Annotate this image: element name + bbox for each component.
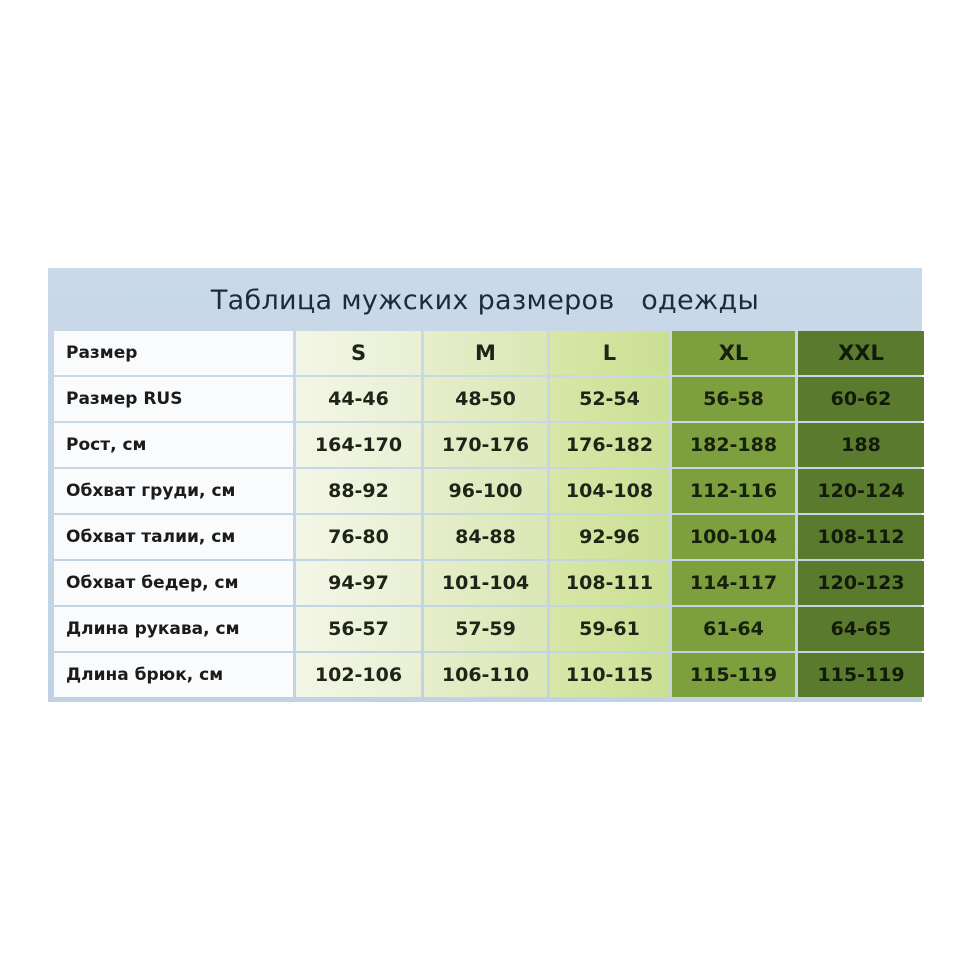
table-cell: 60-62 (798, 377, 924, 421)
row-label: Рост, см (54, 423, 293, 467)
table-cell: 115-119 (798, 653, 924, 697)
row-label: Обхват бедер, см (54, 561, 293, 605)
table-cell: 120-124 (798, 469, 924, 513)
table-cell: 176-182 (550, 423, 669, 467)
header-label: Размер (54, 331, 293, 375)
size-header: S (296, 331, 421, 375)
size-header: L (550, 331, 669, 375)
table-cell: 56-58 (672, 377, 795, 421)
size-table: Размер S M L XL XXL Размер RUS 44-46 48-50 52-54 5… (54, 331, 924, 697)
table-cell: 57-59 (424, 607, 547, 651)
table-cell: 170-176 (424, 423, 547, 467)
table-cell: 84-88 (424, 515, 547, 559)
table-cell: 110-115 (550, 653, 669, 697)
table-cell: 102-106 (296, 653, 421, 697)
table-cell: 115-119 (672, 653, 795, 697)
table-cell: 164-170 (296, 423, 421, 467)
table-cell: 59-61 (550, 607, 669, 651)
table-cell: 94-97 (296, 561, 421, 605)
size-header: XXL (798, 331, 924, 375)
table-cell: 48-50 (424, 377, 547, 421)
table-cell: 61-64 (672, 607, 795, 651)
row-label: Обхват груди, см (54, 469, 293, 513)
table-cell: 114-117 (672, 561, 795, 605)
table-cell: 101-104 (424, 561, 547, 605)
table-cell: 108-112 (798, 515, 924, 559)
table-cell: 104-108 (550, 469, 669, 513)
table-cell: 88-92 (296, 469, 421, 513)
size-chart: Таблица мужских размеров одежды Размер S M… (48, 268, 924, 702)
table-cell: 64-65 (798, 607, 924, 651)
table-cell: 188 (798, 423, 924, 467)
row-label: Длина брюк, см (54, 653, 293, 697)
table-cell: 44-46 (296, 377, 421, 421)
table-cell: 112-116 (672, 469, 795, 513)
table-cell: 96-100 (424, 469, 547, 513)
table-cell: 92-96 (550, 515, 669, 559)
table-cell: 182-188 (672, 423, 795, 467)
table-cell: 108-111 (550, 561, 669, 605)
table-cell: 52-54 (550, 377, 669, 421)
table-cell: 120-123 (798, 561, 924, 605)
row-label: Длина рукава, см (54, 607, 293, 651)
size-header: M (424, 331, 547, 375)
row-label: Обхват талии, см (54, 515, 293, 559)
row-label: Размер RUS (54, 377, 293, 421)
chart-title: Таблица мужских размеров одежды (210, 285, 760, 316)
table-cell: 106-110 (424, 653, 547, 697)
table-cell: 100-104 (672, 515, 795, 559)
table-cell: 76-80 (296, 515, 421, 559)
table-cell: 56-57 (296, 607, 421, 651)
size-header: XL (672, 331, 795, 375)
